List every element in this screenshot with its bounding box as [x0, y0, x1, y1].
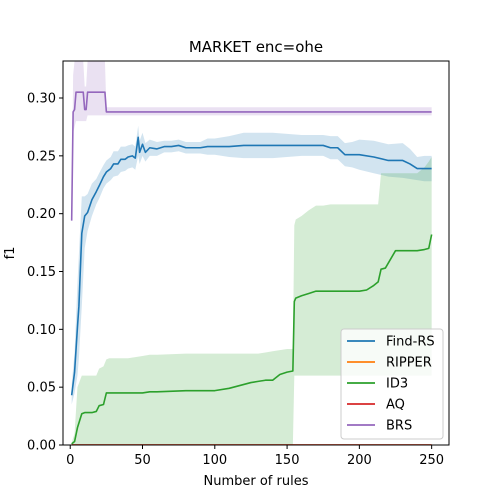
legend-label-brs: BRS	[386, 419, 412, 434]
x-axis: 0 50 100 150 200 250	[66, 445, 444, 468]
find-rs-line	[70, 136, 432, 396]
legend-label-find-rs: Find-RS	[386, 335, 435, 350]
y-axis-label: f1	[3, 247, 18, 260]
x-tick-label: 200	[347, 453, 372, 468]
y-tick-label: 0.00	[27, 439, 56, 454]
legend-box	[340, 328, 444, 440]
y-tick-label: 0.05	[27, 381, 56, 396]
brs-line	[70, 91, 432, 221]
legend-label-ripper: RIPPER	[386, 356, 432, 371]
find-rs-band	[71, 125, 432, 405]
x-axis-label: Number of rules	[204, 474, 309, 489]
y-tick-label: 0.10	[27, 323, 56, 338]
x-tick-label: 100	[202, 453, 227, 468]
y-tick-label: 0.15	[27, 265, 56, 280]
y-tick-label: 0.30	[27, 92, 56, 107]
plot-frame	[62, 60, 450, 446]
x-tick-label: 150	[275, 453, 300, 468]
x-tick-label: 250	[419, 453, 444, 468]
x-tick-label: 50	[134, 453, 151, 468]
chart-title: MARKET enc=ohe	[189, 38, 323, 56]
series-lines	[70, 91, 433, 445]
y-tick-label: 0.25	[27, 149, 56, 164]
id3-line	[71, 234, 433, 445]
x-tick-label: 0	[66, 453, 74, 468]
y-tick-label: 0.20	[27, 207, 56, 222]
legend-label-id3: ID3	[386, 377, 408, 392]
y-axis: 0.00 0.05 0.10 0.15 0.20 0.25 0.30	[27, 92, 63, 454]
legend: Find-RS RIPPER ID3 AQ BRS	[340, 328, 444, 440]
legend-label-aq: AQ	[386, 398, 405, 413]
